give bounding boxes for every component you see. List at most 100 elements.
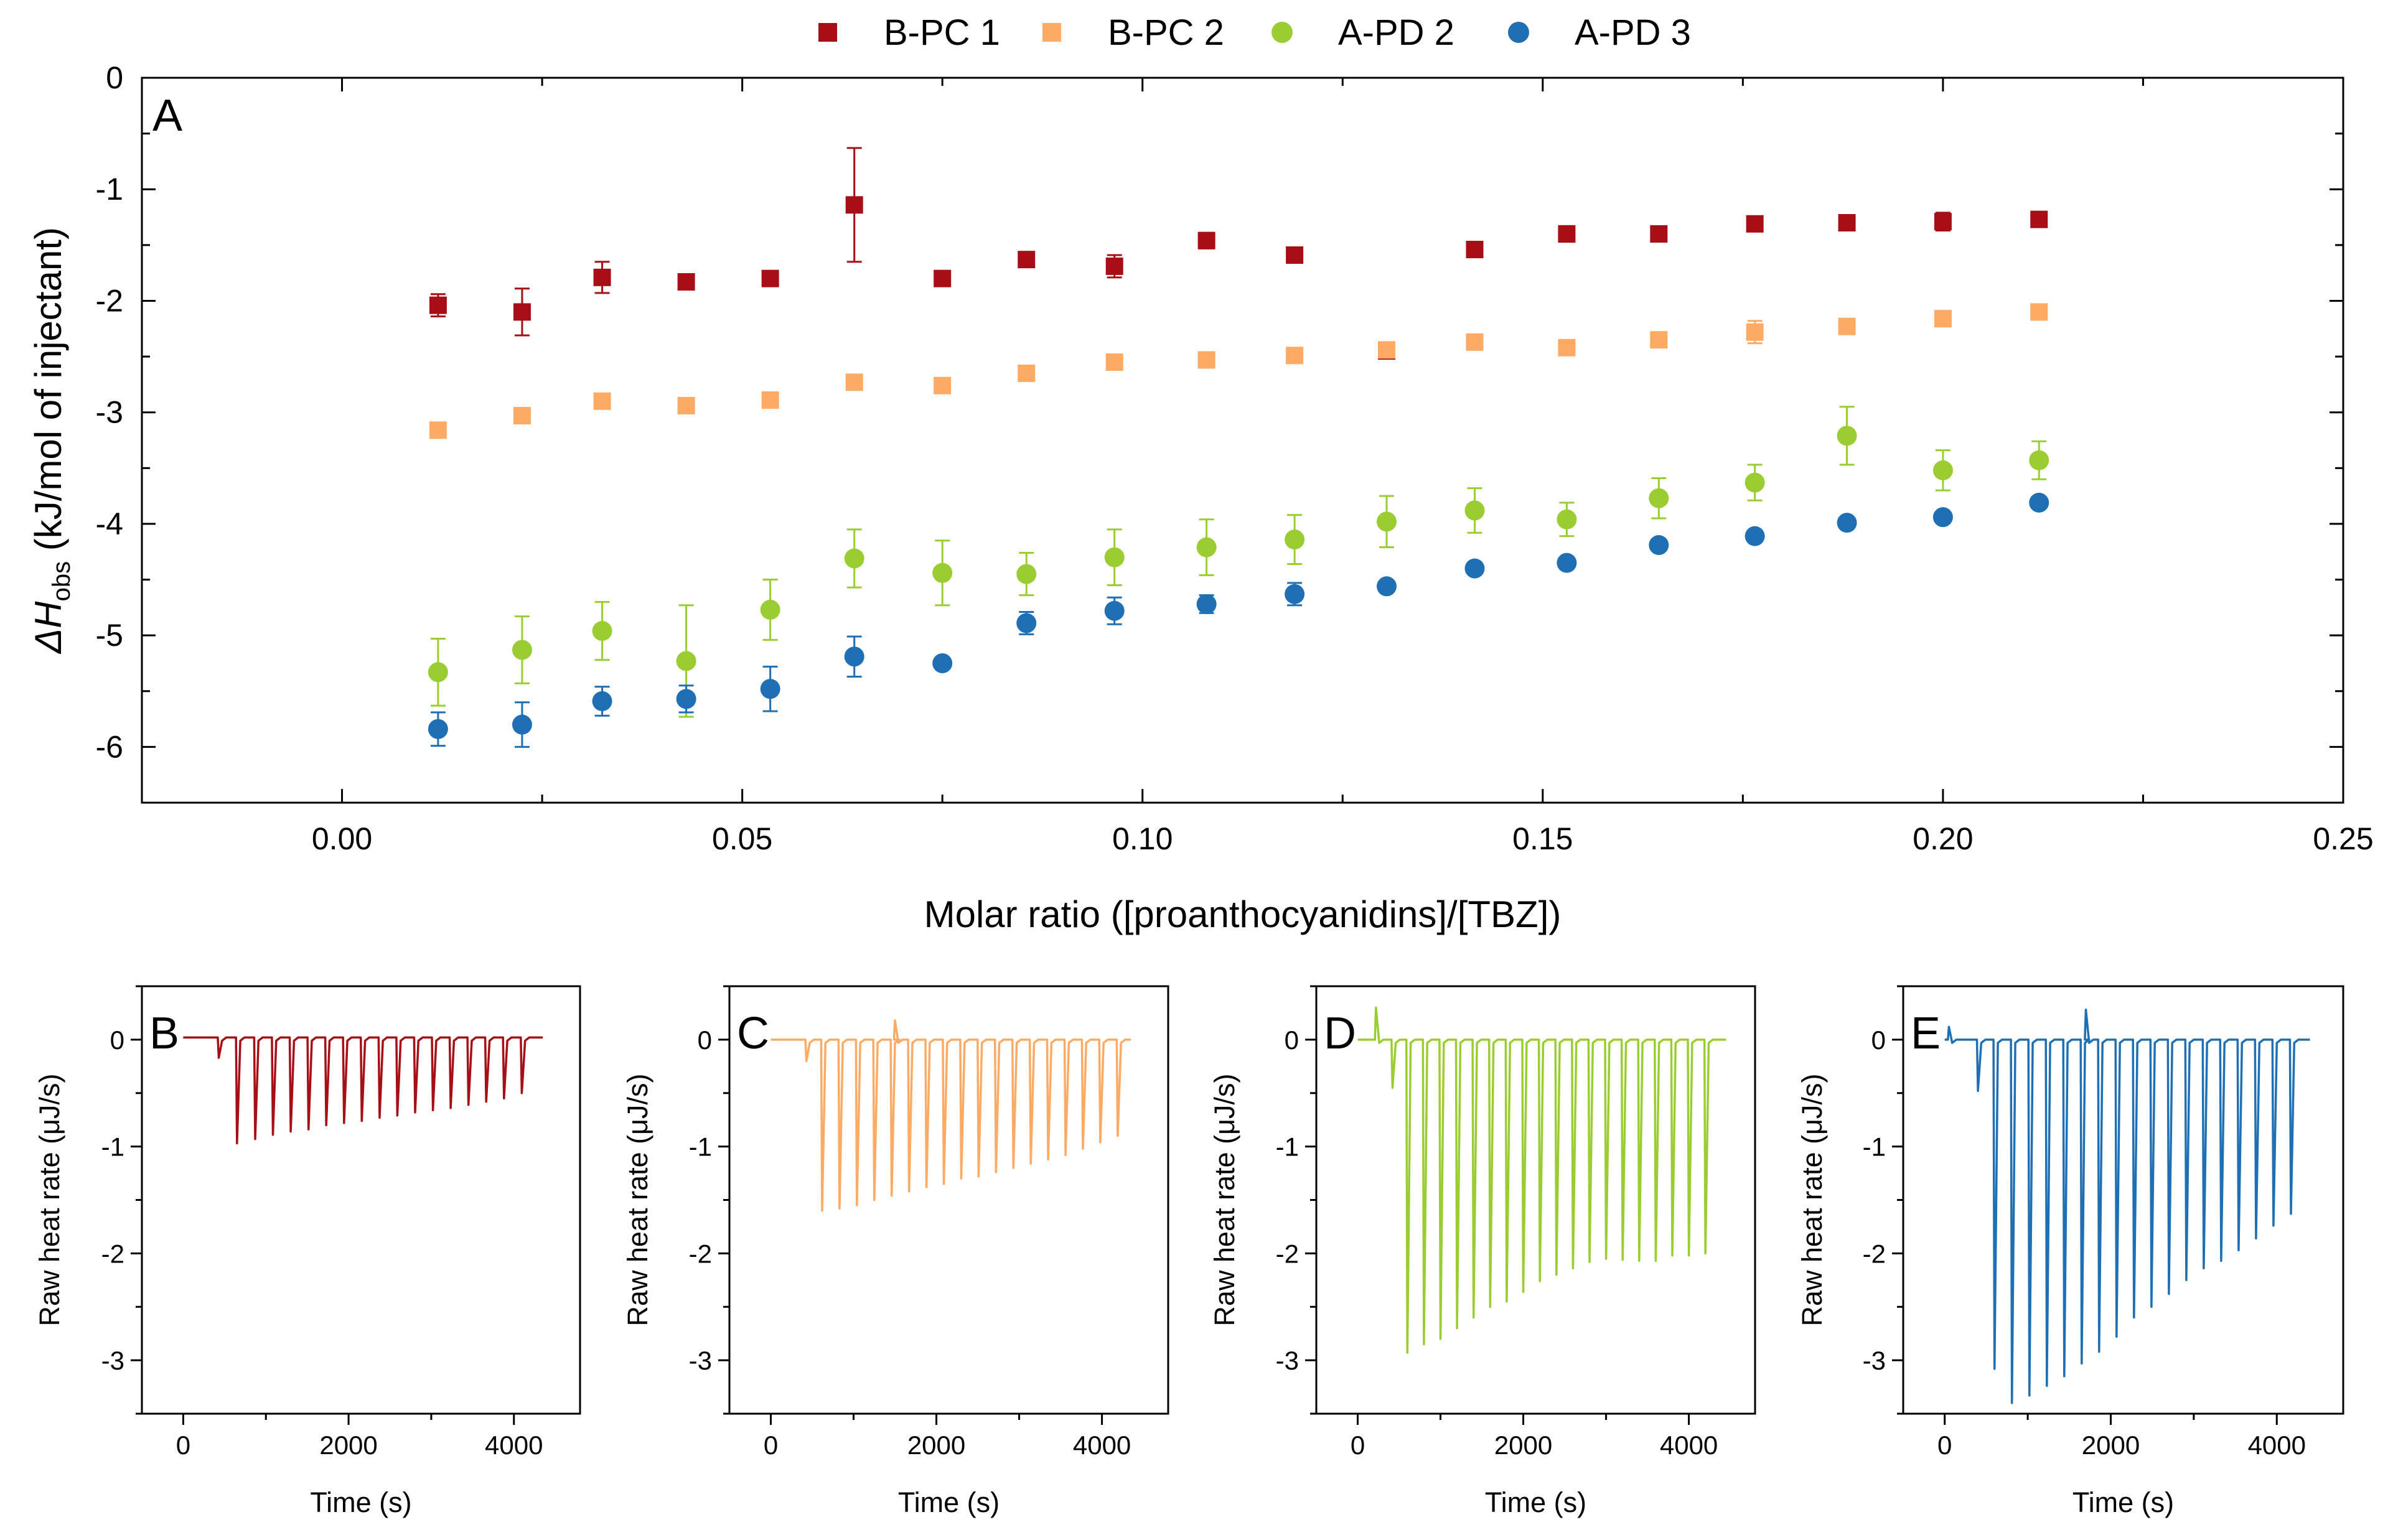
data-point	[592, 620, 612, 641]
data-point	[1744, 526, 1765, 546]
panel-e-chart: 0 2000 4000 0 -1 -2 -3 Time (s) Raw heat rate (μ…	[1796, 985, 2344, 1518]
data-point	[512, 714, 532, 735]
data-point	[760, 599, 780, 620]
data-point	[761, 391, 779, 409]
panel-a-y-tick-label: -5	[96, 618, 123, 653]
panel-a-y-tick-label: -1	[96, 172, 123, 207]
data-point	[1105, 353, 1123, 371]
panel-d-y-tick-label: -3	[1276, 1346, 1299, 1375]
panel-c-y-tick-label: -2	[689, 1239, 712, 1268]
data-point	[1104, 547, 1125, 567]
data-point	[1837, 513, 1857, 533]
series-1	[429, 303, 2048, 439]
panel-b-y-tick-label: -3	[101, 1346, 124, 1375]
series-2	[428, 406, 2049, 718]
panel-a-frame	[141, 77, 2344, 804]
legend-label-3: A-PD 3	[1575, 12, 1691, 53]
data-point	[1466, 241, 1484, 259]
data-point	[1557, 509, 1577, 530]
panel-c-y-tick-label: -3	[689, 1346, 712, 1375]
panel-a-y-tick-label: -3	[96, 395, 123, 430]
data-point	[676, 689, 696, 709]
panel-c-y-tick-label: 0	[698, 1025, 712, 1055]
panel-c-x-tick-label: 4000	[1073, 1430, 1131, 1460]
panel-a-y-axis-title-sub: obs	[48, 561, 75, 602]
panel-d-y-axis-title: Raw heat rate (μJ/s)	[1209, 1073, 1240, 1326]
panel-b-thermogram-line	[183, 1036, 543, 1145]
panel-c-x-tick-label: 0	[764, 1430, 778, 1460]
data-point	[1838, 317, 1856, 335]
data-point	[1377, 511, 1397, 532]
data-point	[676, 651, 696, 671]
panel-a-x-tick-label: 0.15	[1512, 821, 1573, 856]
data-point	[932, 653, 953, 673]
panel-b-letter: B	[149, 1009, 179, 1058]
panel-b-y-tick-label: 0	[110, 1025, 124, 1055]
data-point	[513, 407, 531, 425]
data-point	[1932, 460, 1953, 480]
panel-c-y-tick-label: -1	[689, 1132, 712, 1162]
panel-a-x-tick-label: 0.25	[2313, 821, 2373, 856]
data-point	[1197, 231, 1215, 250]
panel-a-x-tick-label: 0.20	[1913, 821, 1973, 856]
legend-marker-1	[1042, 23, 1061, 42]
panel-d-x-tick-label: 4000	[1660, 1430, 1718, 1460]
panel-b-y-axis-title: Raw heat rate (μJ/s)	[34, 1073, 65, 1326]
panel-a-y-tick-label: 0	[106, 60, 123, 95]
data-point	[2029, 492, 2049, 513]
data-point	[2030, 210, 2048, 228]
panel-a-y-tick-label: -4	[96, 506, 123, 541]
panel-d-x-axis-title: Time (s)	[1485, 1486, 1586, 1518]
data-point	[1837, 426, 1857, 446]
panel-e-letter: E	[1911, 1009, 1941, 1058]
data-point	[1466, 333, 1484, 351]
data-point	[845, 196, 863, 214]
data-point	[845, 373, 863, 391]
data-point	[1018, 251, 1036, 269]
data-point	[428, 719, 448, 739]
data-point	[761, 269, 779, 287]
data-point	[593, 268, 611, 286]
panel-a-y-axis-title: ΔHobs (kJ/mol of injectant)	[27, 227, 75, 655]
panel-d-x-tick-label: 2000	[1494, 1430, 1552, 1460]
data-point	[1649, 534, 1669, 555]
panel-e-thermogram-line	[1944, 1009, 2310, 1404]
panel-e-y-axis-title: Raw heat rate (μJ/s)	[1796, 1073, 1828, 1326]
data-point	[513, 303, 531, 321]
panel-d-y-tick-label: -2	[1276, 1239, 1299, 1268]
data-point	[934, 376, 952, 394]
panel-b-y-tick-label: -1	[101, 1132, 124, 1162]
data-point	[934, 269, 952, 287]
data-point	[1650, 331, 1668, 349]
data-point	[1285, 530, 1305, 550]
panel-a-x-tick-label: 0.10	[1112, 821, 1173, 856]
data-point	[1934, 213, 1952, 231]
legend-marker-0	[818, 23, 837, 42]
data-point	[1196, 537, 1217, 558]
panel-b-y-tick-label: -2	[101, 1239, 124, 1268]
panel-c-y-axis-title: Raw heat rate (μJ/s)	[622, 1073, 653, 1326]
data-point	[844, 646, 864, 667]
data-point	[2029, 450, 2049, 470]
data-point	[429, 421, 447, 439]
panel-e-x-tick-label: 0	[1937, 1430, 1952, 1460]
panel-d-letter: D	[1324, 1009, 1356, 1058]
legend: B-PC 1 B-PC 2 A-PD 2 A-PD 3	[818, 12, 1691, 53]
data-point	[1464, 558, 1485, 579]
data-point	[677, 396, 695, 414]
data-point	[1016, 613, 1037, 633]
legend-label-1: B-PC 2	[1108, 12, 1224, 53]
data-point	[1650, 225, 1668, 243]
data-point	[1558, 225, 1576, 243]
data-point	[1018, 364, 1036, 382]
data-point	[1934, 310, 1952, 328]
data-point	[1838, 214, 1856, 231]
legend-label-0: B-PC 1	[884, 12, 1000, 53]
data-point	[1286, 347, 1304, 365]
panel-c-x-axis-title: Time (s)	[898, 1486, 1000, 1518]
data-point	[677, 273, 695, 291]
panel-a-y-tick-label: -2	[96, 283, 123, 318]
panel-a-y-axis-title-main: ΔH	[27, 601, 69, 655]
panel-a-x-tick-label: 0.05	[712, 821, 772, 856]
